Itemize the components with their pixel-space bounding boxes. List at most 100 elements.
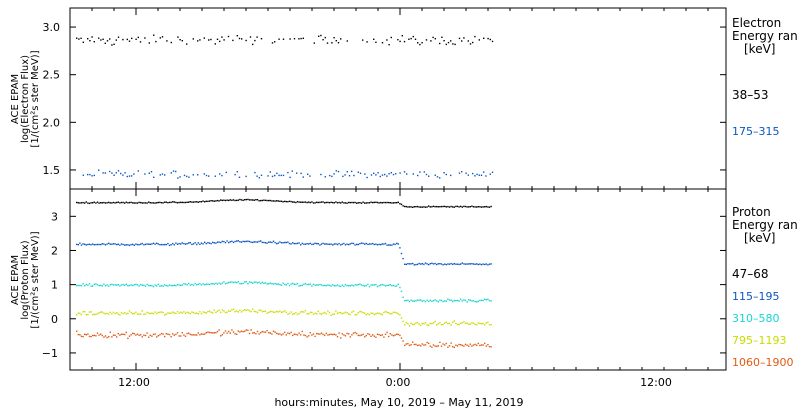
data-point — [335, 243, 337, 245]
data-point — [388, 201, 390, 204]
data-point — [386, 201, 388, 204]
data-point — [77, 333, 79, 336]
data-point — [298, 242, 300, 244]
data-point — [287, 171, 289, 174]
data-point — [370, 201, 372, 203]
data-point — [268, 283, 270, 285]
data-point — [256, 175, 258, 177]
data-point — [429, 345, 431, 347]
data-point — [295, 201, 297, 204]
data-point — [183, 334, 185, 336]
data-point — [167, 333, 169, 335]
data-point — [122, 174, 124, 176]
data-point — [115, 39, 117, 41]
data-point — [119, 202, 121, 204]
data-point — [436, 345, 438, 348]
data-point — [215, 200, 217, 202]
data-point — [407, 263, 409, 265]
data-point — [389, 244, 391, 246]
data-point — [162, 244, 164, 246]
data-point — [82, 311, 84, 313]
data-point — [76, 37, 78, 39]
data-point — [437, 345, 439, 347]
data-point — [490, 346, 492, 348]
data-point — [192, 201, 195, 203]
data-point — [351, 242, 353, 244]
data-point — [271, 333, 273, 335]
data-point — [261, 281, 263, 284]
data-point — [254, 171, 256, 174]
data-point — [316, 242, 318, 245]
data-point — [308, 243, 310, 245]
data-point — [368, 314, 371, 316]
data-point — [106, 202, 108, 204]
data-point — [92, 334, 94, 337]
data-point — [285, 284, 287, 286]
data-point — [170, 244, 172, 246]
data-point — [103, 283, 105, 285]
data-point — [431, 300, 433, 302]
data-point — [89, 173, 91, 176]
data-point — [245, 329, 247, 331]
data-point — [212, 283, 214, 285]
data-point — [404, 324, 406, 326]
data-point — [399, 334, 401, 337]
data-point — [104, 202, 107, 204]
data-point — [359, 172, 362, 174]
data-point — [468, 299, 470, 301]
data-point — [95, 243, 97, 246]
data-point — [267, 175, 269, 177]
data-point — [314, 284, 316, 286]
data-point — [472, 344, 475, 346]
data-point — [279, 241, 281, 243]
data-point — [366, 41, 368, 43]
data-point — [90, 202, 92, 204]
data-point — [293, 283, 295, 285]
data-point — [424, 322, 427, 324]
data-point — [186, 284, 188, 286]
data-point — [162, 285, 164, 287]
data-point — [120, 284, 123, 286]
data-point — [239, 241, 241, 243]
data-point — [322, 312, 324, 314]
data-point — [439, 263, 441, 265]
data-point — [204, 311, 206, 314]
data-point — [279, 284, 281, 286]
series-47–68 — [76, 198, 492, 208]
data-point — [399, 314, 401, 316]
data-point — [165, 243, 167, 246]
data-point — [112, 334, 115, 336]
data-point — [330, 333, 332, 335]
data-point — [271, 241, 273, 244]
data-point — [188, 242, 190, 244]
data-point — [135, 38, 137, 40]
data-point — [288, 284, 291, 287]
data-point — [160, 332, 163, 335]
data-point — [223, 199, 225, 201]
data-point — [311, 334, 313, 336]
data-point — [234, 173, 236, 176]
data-point — [168, 312, 171, 314]
data-point — [224, 241, 227, 244]
data-point — [367, 333, 369, 335]
data-point — [184, 335, 187, 337]
data-point — [348, 201, 350, 204]
data-point — [408, 206, 411, 208]
data-point — [253, 310, 255, 313]
data-point — [263, 241, 265, 244]
data-point — [223, 240, 225, 243]
data-point — [264, 310, 267, 312]
data-point — [247, 309, 249, 311]
data-point — [242, 240, 244, 243]
data-point — [203, 37, 205, 39]
data-point — [309, 175, 311, 177]
data-point — [149, 312, 151, 315]
data-point — [101, 334, 103, 337]
data-point — [266, 242, 268, 244]
data-point — [397, 283, 399, 285]
data-point — [175, 285, 177, 287]
data-point — [348, 285, 350, 287]
data-point — [144, 334, 147, 337]
data-point — [461, 344, 463, 347]
data-point — [412, 341, 414, 343]
